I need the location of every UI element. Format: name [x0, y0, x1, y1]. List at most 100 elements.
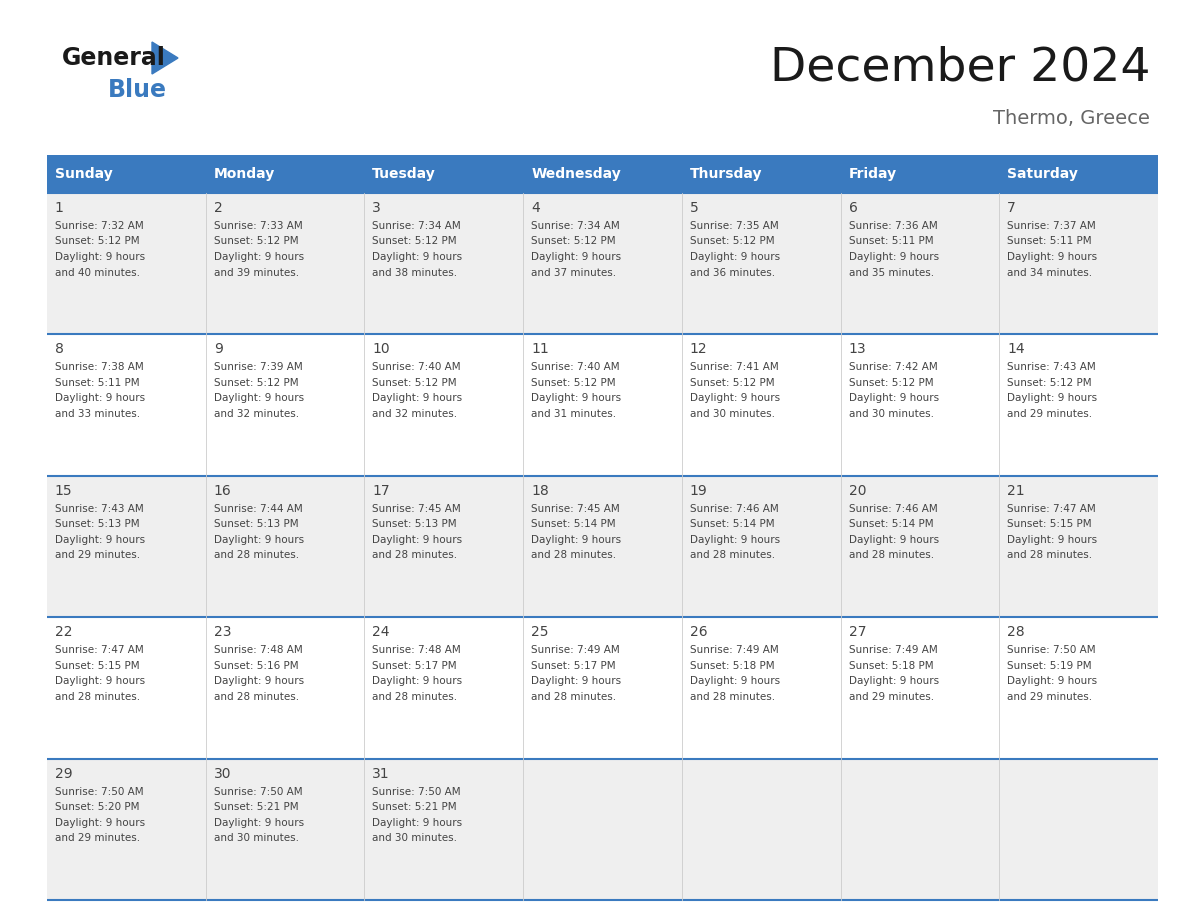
Text: 31: 31 — [372, 767, 390, 780]
Text: Sunset: 5:12 PM: Sunset: 5:12 PM — [372, 378, 457, 388]
Text: 23: 23 — [214, 625, 232, 639]
Text: General: General — [62, 46, 166, 70]
Text: Daylight: 9 hours: Daylight: 9 hours — [372, 535, 462, 544]
Text: 25: 25 — [531, 625, 549, 639]
Text: Daylight: 9 hours: Daylight: 9 hours — [531, 535, 621, 544]
Text: and 28 minutes.: and 28 minutes. — [372, 550, 457, 560]
Text: and 28 minutes.: and 28 minutes. — [690, 691, 775, 701]
Text: Sunset: 5:14 PM: Sunset: 5:14 PM — [531, 520, 615, 530]
Text: Daylight: 9 hours: Daylight: 9 hours — [531, 394, 621, 403]
Text: Sunrise: 7:47 AM: Sunrise: 7:47 AM — [55, 645, 144, 655]
Text: and 29 minutes.: and 29 minutes. — [55, 834, 140, 843]
Text: Sunrise: 7:50 AM: Sunrise: 7:50 AM — [372, 787, 461, 797]
Bar — [999, 155, 1158, 193]
Text: Daylight: 9 hours: Daylight: 9 hours — [531, 252, 621, 262]
Text: Daylight: 9 hours: Daylight: 9 hours — [55, 394, 145, 403]
Text: Sunrise: 7:41 AM: Sunrise: 7:41 AM — [690, 363, 778, 373]
Text: and 37 minutes.: and 37 minutes. — [531, 267, 617, 277]
Text: Daylight: 9 hours: Daylight: 9 hours — [214, 252, 304, 262]
Text: Sunrise: 7:37 AM: Sunrise: 7:37 AM — [1007, 221, 1097, 231]
Text: 11: 11 — [531, 342, 549, 356]
Text: Sunrise: 7:49 AM: Sunrise: 7:49 AM — [848, 645, 937, 655]
Text: Sunrise: 7:40 AM: Sunrise: 7:40 AM — [531, 363, 620, 373]
Text: Daylight: 9 hours: Daylight: 9 hours — [55, 677, 145, 686]
Text: and 30 minutes.: and 30 minutes. — [690, 409, 775, 419]
Text: 7: 7 — [1007, 201, 1016, 215]
Text: Sunrise: 7:34 AM: Sunrise: 7:34 AM — [531, 221, 620, 231]
Text: Sunrise: 7:39 AM: Sunrise: 7:39 AM — [214, 363, 303, 373]
Bar — [48, 476, 1158, 617]
Text: 28: 28 — [1007, 625, 1025, 639]
Text: Sunset: 5:12 PM: Sunset: 5:12 PM — [1007, 378, 1092, 388]
Text: and 35 minutes.: and 35 minutes. — [848, 267, 934, 277]
Text: Saturday: Saturday — [1007, 167, 1078, 181]
Text: and 29 minutes.: and 29 minutes. — [1007, 409, 1092, 419]
Text: Daylight: 9 hours: Daylight: 9 hours — [1007, 252, 1098, 262]
Text: Sunset: 5:17 PM: Sunset: 5:17 PM — [531, 661, 615, 671]
Bar — [48, 155, 206, 193]
Text: Daylight: 9 hours: Daylight: 9 hours — [55, 818, 145, 828]
Text: and 28 minutes.: and 28 minutes. — [214, 550, 298, 560]
Text: and 29 minutes.: and 29 minutes. — [1007, 691, 1092, 701]
Text: Daylight: 9 hours: Daylight: 9 hours — [690, 394, 779, 403]
Text: Daylight: 9 hours: Daylight: 9 hours — [214, 818, 304, 828]
Text: Sunrise: 7:45 AM: Sunrise: 7:45 AM — [531, 504, 620, 514]
Text: 16: 16 — [214, 484, 232, 498]
Text: and 34 minutes.: and 34 minutes. — [1007, 267, 1092, 277]
Text: Sunrise: 7:40 AM: Sunrise: 7:40 AM — [372, 363, 461, 373]
Text: Daylight: 9 hours: Daylight: 9 hours — [1007, 394, 1098, 403]
Text: Daylight: 9 hours: Daylight: 9 hours — [848, 252, 939, 262]
Text: Sunset: 5:12 PM: Sunset: 5:12 PM — [55, 237, 139, 247]
Text: Thursday: Thursday — [690, 167, 763, 181]
Text: 1: 1 — [55, 201, 64, 215]
Text: 18: 18 — [531, 484, 549, 498]
Text: Sunset: 5:12 PM: Sunset: 5:12 PM — [372, 237, 457, 247]
Text: Sunset: 5:11 PM: Sunset: 5:11 PM — [1007, 237, 1092, 247]
Text: Daylight: 9 hours: Daylight: 9 hours — [55, 252, 145, 262]
Text: and 28 minutes.: and 28 minutes. — [1007, 550, 1092, 560]
Text: Sunset: 5:11 PM: Sunset: 5:11 PM — [55, 378, 139, 388]
Text: Sunday: Sunday — [55, 167, 113, 181]
Text: 9: 9 — [214, 342, 222, 356]
Text: and 30 minutes.: and 30 minutes. — [214, 834, 298, 843]
Text: Daylight: 9 hours: Daylight: 9 hours — [848, 535, 939, 544]
Text: Thermo, Greece: Thermo, Greece — [993, 108, 1150, 128]
Text: Sunset: 5:15 PM: Sunset: 5:15 PM — [55, 661, 139, 671]
Text: Sunset: 5:17 PM: Sunset: 5:17 PM — [372, 661, 457, 671]
Text: 20: 20 — [848, 484, 866, 498]
Text: Sunrise: 7:38 AM: Sunrise: 7:38 AM — [55, 363, 144, 373]
Text: 30: 30 — [214, 767, 232, 780]
Text: Sunrise: 7:46 AM: Sunrise: 7:46 AM — [690, 504, 778, 514]
Text: Sunset: 5:16 PM: Sunset: 5:16 PM — [214, 661, 298, 671]
Text: Sunset: 5:11 PM: Sunset: 5:11 PM — [848, 237, 933, 247]
Text: 21: 21 — [1007, 484, 1025, 498]
Text: Sunset: 5:18 PM: Sunset: 5:18 PM — [690, 661, 775, 671]
Text: Sunrise: 7:48 AM: Sunrise: 7:48 AM — [214, 645, 303, 655]
Text: and 28 minutes.: and 28 minutes. — [372, 691, 457, 701]
Bar — [48, 617, 1158, 758]
Text: 6: 6 — [848, 201, 858, 215]
Text: 27: 27 — [848, 625, 866, 639]
Text: Sunset: 5:14 PM: Sunset: 5:14 PM — [690, 520, 775, 530]
Text: and 33 minutes.: and 33 minutes. — [55, 409, 140, 419]
Text: December 2024: December 2024 — [770, 46, 1150, 91]
Text: 5: 5 — [690, 201, 699, 215]
Text: Sunrise: 7:42 AM: Sunrise: 7:42 AM — [848, 363, 937, 373]
Text: Monday: Monday — [214, 167, 274, 181]
Text: Sunrise: 7:45 AM: Sunrise: 7:45 AM — [372, 504, 461, 514]
Text: Daylight: 9 hours: Daylight: 9 hours — [848, 677, 939, 686]
Polygon shape — [152, 42, 178, 74]
Text: and 28 minutes.: and 28 minutes. — [214, 691, 298, 701]
Text: and 28 minutes.: and 28 minutes. — [531, 550, 617, 560]
Text: Daylight: 9 hours: Daylight: 9 hours — [372, 818, 462, 828]
Text: 12: 12 — [690, 342, 707, 356]
Text: Daylight: 9 hours: Daylight: 9 hours — [372, 252, 462, 262]
Text: and 39 minutes.: and 39 minutes. — [214, 267, 298, 277]
Text: Daylight: 9 hours: Daylight: 9 hours — [214, 677, 304, 686]
Text: Sunset: 5:21 PM: Sunset: 5:21 PM — [214, 802, 298, 812]
Text: Daylight: 9 hours: Daylight: 9 hours — [531, 677, 621, 686]
Text: Daylight: 9 hours: Daylight: 9 hours — [372, 394, 462, 403]
Text: Friday: Friday — [848, 167, 897, 181]
Text: Sunrise: 7:44 AM: Sunrise: 7:44 AM — [214, 504, 303, 514]
Text: 26: 26 — [690, 625, 707, 639]
